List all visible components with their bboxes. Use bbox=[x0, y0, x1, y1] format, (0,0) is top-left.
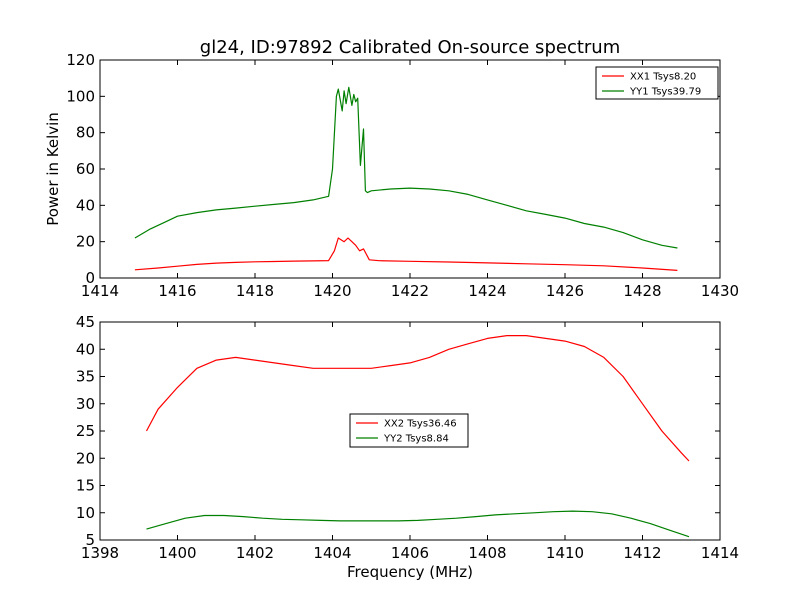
x-tick-label: 1402 bbox=[236, 544, 274, 562]
panels: 1414 1416 1418 1420 1422 1424 1426 1428 1430 0 20 4… bbox=[66, 51, 739, 562]
y-tick-label: 100 bbox=[66, 87, 95, 105]
x-tick-label: 1412 bbox=[623, 544, 661, 562]
x-tick-label: 1416 bbox=[158, 282, 196, 300]
y-tick-label: 30 bbox=[76, 395, 95, 413]
legend: XX2 Tsys36.46 YY2 Tsys8.84 bbox=[349, 413, 469, 448]
x-tick-label: 1426 bbox=[546, 282, 584, 300]
y-tick-label: 10 bbox=[76, 504, 95, 522]
legend-entry-label: YY1 Tsys39.79 bbox=[629, 87, 701, 98]
x-tick-label: 1418 bbox=[236, 282, 274, 300]
y-tick-label: 40 bbox=[76, 340, 95, 358]
x-tick-label: 1404 bbox=[313, 544, 351, 562]
x-tick-label: 1430 bbox=[701, 282, 739, 300]
y-tick-label: 20 bbox=[76, 449, 95, 467]
series-line-1 bbox=[145, 335, 690, 462]
x-axis-label: Frequency (MHz) bbox=[347, 563, 473, 581]
x-tick-label: 1422 bbox=[391, 282, 429, 300]
y-tick-label: 0 bbox=[85, 269, 95, 287]
y-tick-label: 40 bbox=[76, 196, 95, 214]
y-tick-label: 80 bbox=[76, 124, 95, 142]
y-tick-label: 25 bbox=[76, 422, 95, 440]
panel-2: 1398 1400 1402 1404 1406 1408 1410 1412 1414 5 10 1… bbox=[76, 313, 739, 562]
series-line-2 bbox=[146, 510, 690, 538]
legend-entry-label: YY2 Tsys8.84 bbox=[383, 434, 449, 445]
x-tick-label: 1406 bbox=[391, 544, 429, 562]
y-tick-label: 60 bbox=[76, 160, 95, 178]
x-tick-label: 1408 bbox=[468, 544, 506, 562]
panel-1: 1414 1416 1418 1420 1422 1424 1426 1428 1430 0 20 4… bbox=[66, 51, 739, 300]
x-tick-label: 1400 bbox=[158, 544, 196, 562]
series-line-1 bbox=[134, 237, 678, 271]
legend-entry-label: XX2 Tsys36.46 bbox=[384, 419, 457, 430]
chart-title: gl24, ID:97892 Calibrated On-source spec… bbox=[200, 37, 620, 58]
legend-entry-label: XX1 Tsys8.20 bbox=[630, 72, 696, 83]
x-tick-label: 1424 bbox=[468, 282, 506, 300]
legend: XX1 Tsys8.20 YY1 Tsys39.79 bbox=[595, 66, 719, 100]
y-axis-label: Power in Kelvin bbox=[44, 112, 62, 226]
series-line-2 bbox=[134, 86, 678, 249]
y-tick-label: 45 bbox=[76, 313, 95, 331]
x-tick-label: 1398 bbox=[81, 544, 119, 562]
legend-box bbox=[595, 66, 719, 100]
legend-box bbox=[349, 413, 469, 448]
y-tick-label: 15 bbox=[76, 477, 95, 495]
y-tick-label: 120 bbox=[66, 51, 95, 69]
y-tick-label: 20 bbox=[76, 233, 95, 251]
x-tick-label: 1414 bbox=[81, 282, 119, 300]
x-tick-label: 1420 bbox=[313, 282, 351, 300]
y-tick-label: 35 bbox=[76, 368, 95, 386]
x-tick-label: 1410 bbox=[546, 544, 584, 562]
x-tick-label: 1414 bbox=[701, 544, 739, 562]
y-tick-label: 5 bbox=[85, 531, 95, 549]
x-tick-label: 1428 bbox=[623, 282, 661, 300]
